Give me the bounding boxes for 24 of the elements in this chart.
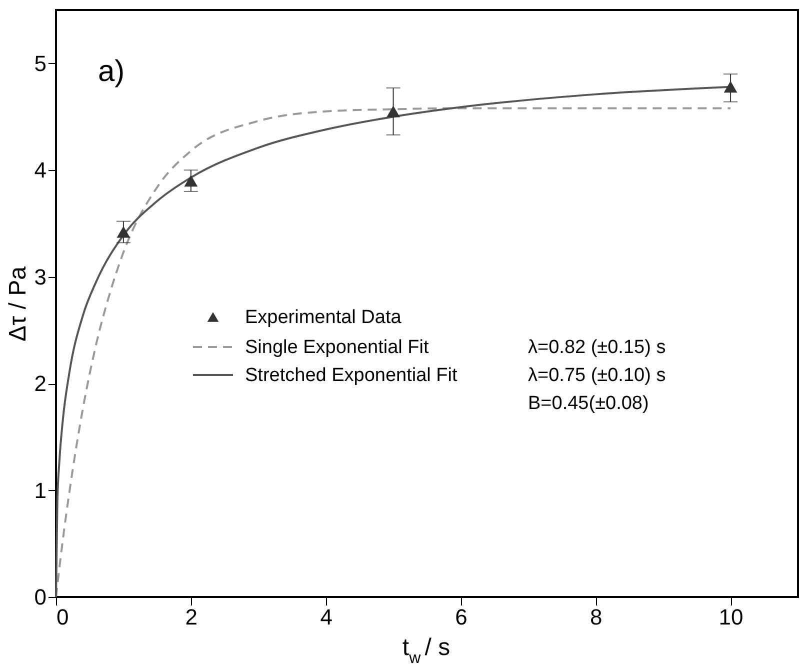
point	[386, 106, 400, 118]
annotation: λ=0.82 (±0.15) s	[528, 337, 666, 358]
x-tick-label: 0	[56, 604, 69, 630]
annotation: B=0.45(±0.08)	[528, 393, 649, 414]
point	[116, 226, 130, 238]
x-tick-label: 4	[320, 604, 332, 630]
y-tick-label: 3	[34, 264, 46, 290]
x-tick-label: 8	[590, 604, 602, 630]
annotation: a)	[98, 55, 125, 88]
point	[724, 81, 738, 93]
y-tick-label: 2	[34, 371, 46, 396]
y-tick-label: 5	[34, 50, 46, 76]
x-tick-label: 6	[455, 604, 468, 630]
y-axis-title: Δτ / Pa	[4, 266, 32, 342]
annotation: λ=0.75 (±0.10) s	[528, 365, 666, 386]
point	[184, 174, 198, 187]
legend-label: Single Exponential Fit	[245, 337, 430, 358]
y-tick-label: 0	[34, 584, 46, 610]
x-tick-label: 10	[718, 604, 744, 630]
legend-label: Experimental Data	[245, 307, 402, 328]
legend-label: Stretched Exponential Fit	[245, 365, 458, 386]
y-tick-label: 4	[34, 158, 46, 183]
x-tick-label: 2	[185, 604, 198, 630]
y-tick-label: 1	[34, 478, 46, 503]
